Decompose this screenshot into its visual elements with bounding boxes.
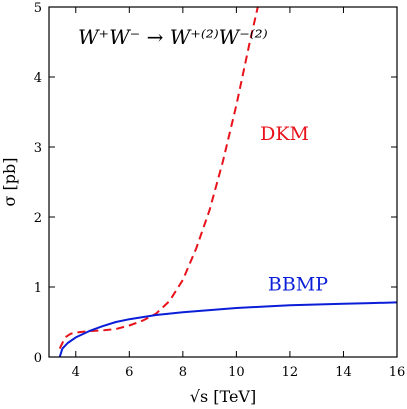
x-axis-label: √s [TeV] — [190, 387, 256, 406]
plot-frame — [48, 6, 398, 358]
x-tick-label: 16 — [389, 365, 406, 380]
y-tick-label: 4 — [34, 71, 42, 86]
annotation-layer: DKM BBMP — [260, 123, 328, 296]
series-label-bbmp: BBMP — [268, 274, 328, 296]
x-tick-label: 12 — [282, 365, 299, 380]
y-tick-label: 0 — [34, 351, 42, 366]
series-line-dkm — [58, 7, 259, 350]
y-tick-label: 5 — [34, 1, 42, 16]
x-tick-label: 14 — [335, 365, 352, 380]
x-tick-label: 8 — [179, 365, 187, 380]
y-tick-label: 2 — [34, 211, 42, 226]
chart-title: W⁺W⁻ → W⁺⁽²⁾W⁻⁽²⁾ — [78, 25, 268, 49]
y-tick-label: 1 — [34, 281, 42, 296]
y-axis-label: σ [pb] — [0, 158, 19, 207]
y-tick-label: 3 — [34, 141, 42, 156]
series-layer — [58, 7, 397, 357]
x-tick-label: 4 — [72, 365, 80, 380]
series-label-dkm: DKM — [260, 123, 309, 145]
x-tick-label: 10 — [228, 365, 245, 380]
x-tick-label: 6 — [125, 365, 133, 380]
series-line-bbmp — [58, 301, 397, 357]
